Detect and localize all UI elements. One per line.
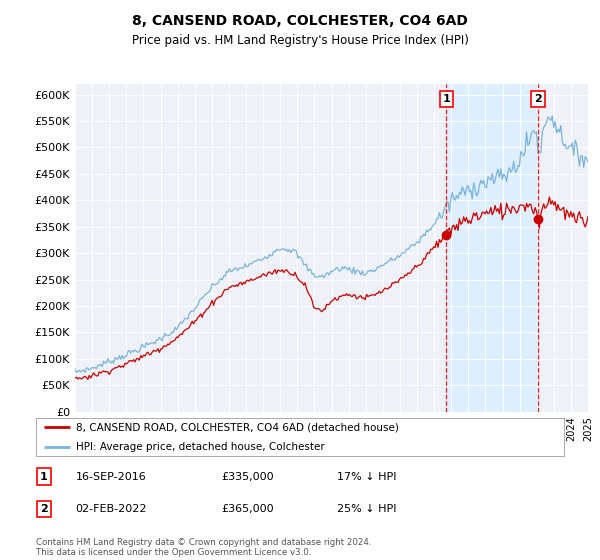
Text: 8, CANSEND ROAD, COLCHESTER, CO4 6AD: 8, CANSEND ROAD, COLCHESTER, CO4 6AD [132, 14, 468, 28]
Text: 2: 2 [40, 504, 48, 514]
Text: HPI: Average price, detached house, Colchester: HPI: Average price, detached house, Colc… [76, 442, 325, 452]
Text: 25% ↓ HPI: 25% ↓ HPI [337, 504, 397, 514]
Text: 1: 1 [40, 472, 48, 482]
Text: 1: 1 [442, 94, 450, 104]
Text: 8, CANSEND ROAD, COLCHESTER, CO4 6AD (detached house): 8, CANSEND ROAD, COLCHESTER, CO4 6AD (de… [76, 422, 398, 432]
Text: 17% ↓ HPI: 17% ↓ HPI [337, 472, 397, 482]
Text: 2: 2 [534, 94, 542, 104]
Text: £365,000: £365,000 [221, 504, 274, 514]
Text: 16-SEP-2016: 16-SEP-2016 [76, 472, 146, 482]
Bar [446, 84, 538, 412]
Text: Price paid vs. HM Land Registry's House Price Index (HPI): Price paid vs. HM Land Registry's House … [131, 34, 469, 46]
Text: Contains HM Land Registry data © Crown copyright and database right 2024.
This d: Contains HM Land Registry data © Crown c… [36, 538, 371, 557]
Text: 02-FEB-2022: 02-FEB-2022 [76, 504, 147, 514]
Text: £335,000: £335,000 [221, 472, 274, 482]
